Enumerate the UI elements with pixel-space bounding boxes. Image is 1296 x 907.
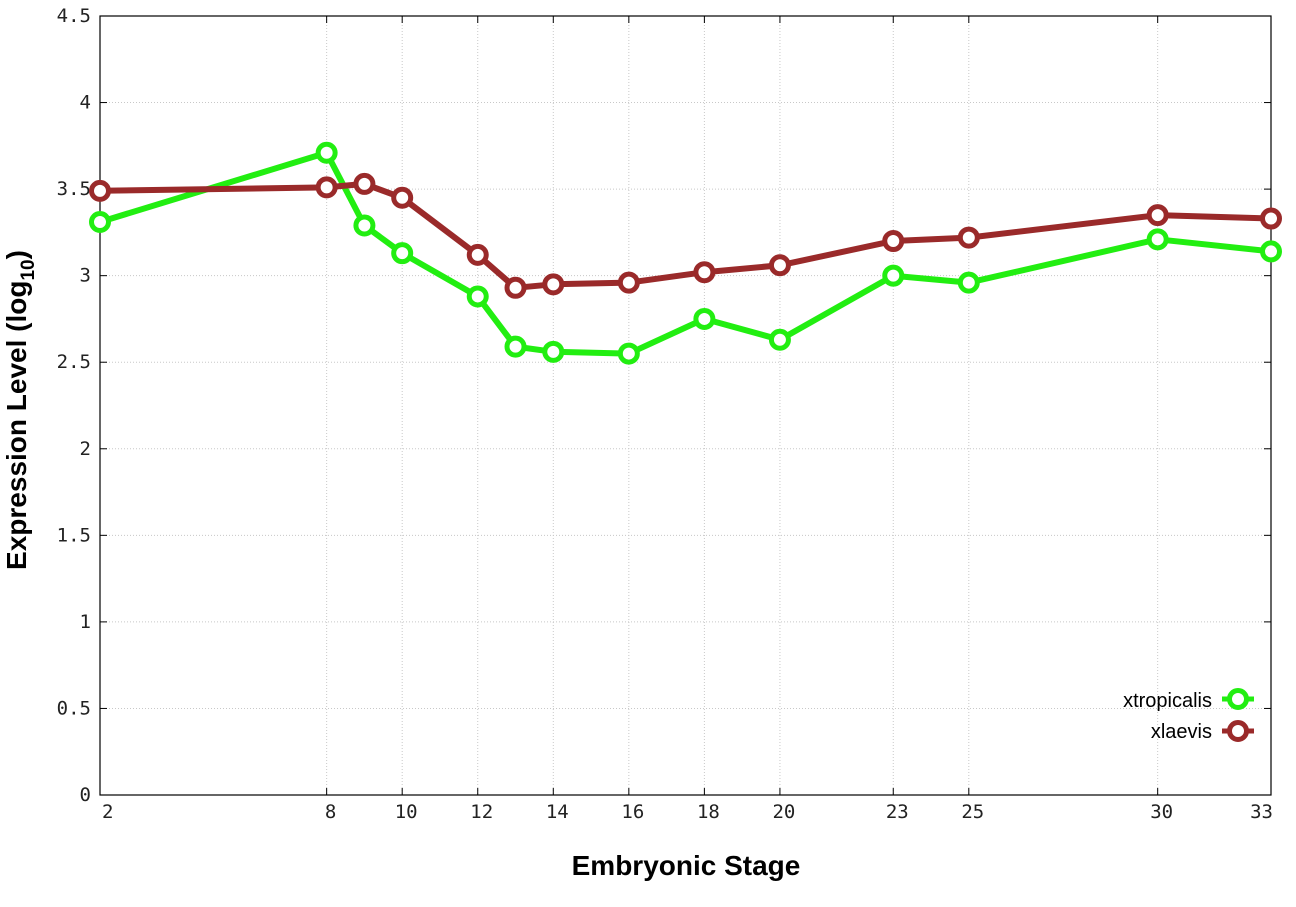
series-xtropicalis bbox=[89, 141, 1282, 365]
x-tick-label: 23 bbox=[886, 801, 909, 823]
y-tick-label: 3.5 bbox=[57, 178, 91, 200]
y-axis-title: Expression Level (log10) bbox=[1, 250, 39, 570]
data-point-xlaevis bbox=[466, 243, 489, 266]
x-tick-label: 33 bbox=[1250, 801, 1273, 823]
data-point-xtropicalis bbox=[1260, 240, 1282, 263]
data-point-xtropicalis bbox=[466, 285, 489, 308]
x-tick-label: 18 bbox=[697, 801, 720, 823]
x-tick-label: 14 bbox=[546, 801, 569, 823]
plot-frame bbox=[99, 15, 1272, 796]
data-point-xlaevis bbox=[1146, 204, 1169, 227]
data-point-xtropicalis bbox=[542, 340, 565, 363]
x-axis-ticks: 2 8 10 12 14 16 18 20 23 25 30 33 bbox=[99, 16, 1273, 823]
y-tick-label: 4 bbox=[80, 92, 91, 114]
y-axis-title-main: Expression Level (log bbox=[1, 281, 32, 570]
x-tick-label: 20 bbox=[772, 801, 795, 823]
series-xlaevis bbox=[89, 172, 1282, 299]
x-tick-label: 8 bbox=[325, 801, 336, 823]
legend-marker-xlaevis bbox=[1227, 720, 1249, 742]
data-point-xtropicalis bbox=[693, 307, 716, 330]
data-point-xlaevis bbox=[617, 271, 640, 294]
data-point-xtropicalis bbox=[1146, 228, 1169, 251]
data-point-xtropicalis bbox=[89, 211, 111, 234]
data-point-xtropicalis bbox=[617, 342, 640, 365]
x-tick-label: 10 bbox=[395, 801, 418, 823]
y-axis-title-close: ) bbox=[1, 250, 32, 259]
x-tick-label: 16 bbox=[621, 801, 644, 823]
data-point-xlaevis bbox=[504, 276, 527, 299]
y-tick-label: 0.5 bbox=[57, 697, 91, 719]
data-point-xtropicalis bbox=[768, 328, 791, 351]
data-point-xlaevis bbox=[693, 261, 716, 284]
data-point-xtropicalis bbox=[315, 141, 338, 164]
x-tick-label: 25 bbox=[961, 801, 984, 823]
y-tick-label: 2.5 bbox=[57, 351, 91, 373]
data-point-xtropicalis bbox=[504, 335, 527, 358]
x-tick-label: 12 bbox=[470, 801, 493, 823]
x-axis-title: Embryonic Stage bbox=[572, 850, 801, 881]
y-axis-title-subscript: 10 bbox=[18, 259, 39, 280]
x-tick-label: 30 bbox=[1150, 801, 1173, 823]
data-point-xlaevis bbox=[542, 273, 565, 296]
y-tick-label: 3 bbox=[80, 265, 91, 287]
data-point-xlaevis bbox=[957, 226, 980, 249]
y-axis-ticks: 0 0.5 1 1.5 2 2.5 3 3.5 4 4.5 bbox=[57, 5, 1271, 806]
x-tick-label: 2 bbox=[102, 801, 113, 823]
data-point-xtropicalis bbox=[353, 214, 376, 237]
data-point-xtropicalis bbox=[882, 264, 905, 287]
data-point-xtropicalis bbox=[391, 242, 414, 265]
y-tick-label: 2 bbox=[80, 438, 91, 460]
legend: xtropicalis xlaevis bbox=[1123, 688, 1254, 743]
data-point-xlaevis bbox=[882, 230, 905, 253]
legend-symbol-xtropicalis bbox=[1222, 688, 1254, 710]
data-point-xlaevis bbox=[315, 176, 338, 199]
data-point-xtropicalis bbox=[957, 271, 980, 294]
series-layer bbox=[89, 141, 1282, 365]
data-point-xlaevis bbox=[768, 254, 791, 277]
legend-marker-xtropicalis bbox=[1227, 688, 1249, 710]
legend-label-xtropicalis: xtropicalis bbox=[1123, 690, 1212, 712]
legend-label-xlaevis: xlaevis bbox=[1151, 721, 1212, 743]
legend-symbol-xlaevis bbox=[1222, 720, 1254, 742]
y-tick-label: 1.5 bbox=[57, 524, 91, 546]
y-tick-label: 0 bbox=[80, 784, 91, 806]
data-point-xlaevis bbox=[1260, 207, 1282, 230]
data-point-xlaevis bbox=[353, 172, 376, 195]
data-point-xlaevis bbox=[89, 179, 111, 202]
y-tick-label: 1 bbox=[80, 611, 91, 633]
data-point-xlaevis bbox=[391, 186, 414, 209]
y-tick-label: 4.5 bbox=[57, 5, 91, 27]
